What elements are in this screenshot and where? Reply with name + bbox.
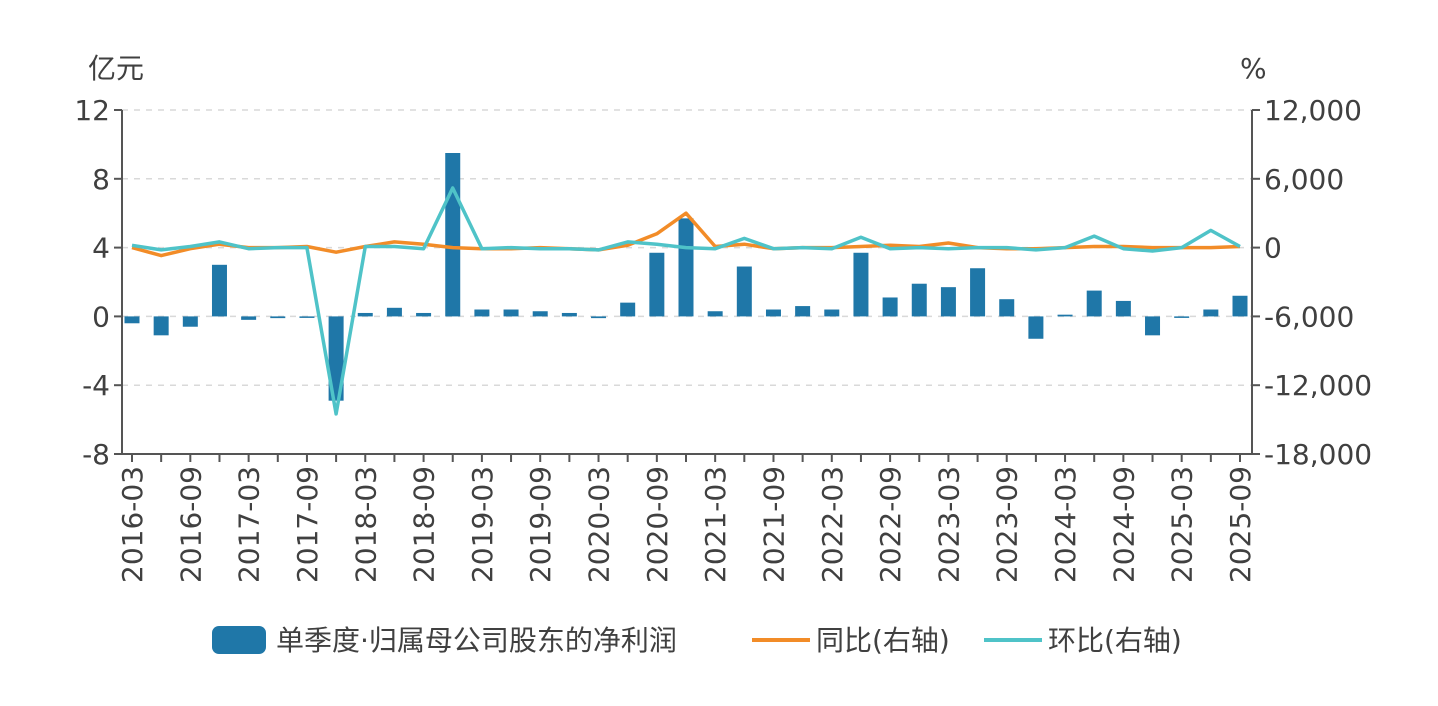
- bar: [532, 311, 548, 317]
- x-tick-label: 2025-09: [1224, 466, 1257, 583]
- bar: [678, 218, 694, 317]
- legend: 单季度·归属母公司股东的净利润 同比(右轴) 环比(右轴): [212, 624, 1182, 657]
- x-tick-label: 2016-09: [174, 466, 207, 583]
- legend-label: 同比(右轴): [816, 624, 950, 657]
- bar: [707, 311, 723, 317]
- x-tick-label: 2020-09: [641, 466, 674, 583]
- bar: [765, 309, 781, 317]
- bar: [211, 264, 227, 317]
- bar: [153, 316, 169, 336]
- bar: [911, 283, 927, 317]
- bar: [328, 316, 344, 401]
- x-tick-label: 2023-09: [991, 466, 1024, 583]
- bar: [1028, 316, 1044, 339]
- bar: [561, 312, 577, 317]
- bar: [1145, 316, 1161, 336]
- right-tick-label: 0: [1264, 232, 1282, 265]
- bar: [357, 312, 373, 317]
- left-axis-ticks: 12 8 4 0 -4 -8: [74, 94, 122, 471]
- line-series: [131, 186, 1241, 416]
- bar: [1232, 295, 1248, 317]
- x-tick-label: 2019-03: [466, 466, 499, 583]
- right-axis-unit: %: [1240, 52, 1267, 85]
- bar: [1203, 309, 1219, 317]
- bar: [970, 268, 986, 317]
- bar: [824, 309, 840, 317]
- x-tick-label: 2025-03: [1166, 466, 1199, 583]
- bar: [1057, 314, 1073, 317]
- x-tick-label: 2020-03: [583, 466, 616, 583]
- x-tick-label: 2024-03: [1049, 466, 1082, 583]
- x-tick-label: 2018-03: [349, 466, 382, 583]
- bar: [795, 306, 811, 317]
- bar: [445, 153, 461, 317]
- x-tick-label: 2021-09: [757, 466, 790, 583]
- bar: [416, 312, 432, 317]
- x-tick-label: 2023-03: [932, 466, 965, 583]
- right-tick-label: -6,000: [1264, 300, 1354, 333]
- bar: [270, 316, 286, 319]
- left-tick-label: 8: [92, 163, 110, 196]
- left-tick-label: 0: [92, 300, 110, 333]
- bar-series: [124, 153, 1248, 401]
- bar: [649, 252, 665, 317]
- bar: [853, 252, 869, 317]
- bar: [620, 302, 636, 317]
- x-tick-label: 2018-09: [408, 466, 441, 583]
- left-tick-label: 4: [92, 232, 110, 265]
- x-tick-label: 2022-03: [816, 466, 849, 583]
- right-tick-label: 12,000: [1264, 94, 1362, 127]
- left-axis-unit: 亿元: [88, 52, 144, 85]
- bar: [386, 307, 402, 317]
- x-axis-ticks: 2016-03 2016-09 2017-03 2017-09 2018-03 2018-…: [116, 454, 1257, 583]
- right-tick-label: 6,000: [1264, 163, 1344, 196]
- legend-swatch-bar: [212, 626, 266, 654]
- bar: [940, 287, 956, 317]
- legend-label: 环比(右轴): [1048, 624, 1182, 657]
- bar: [474, 309, 490, 317]
- x-tick-label: 2017-09: [291, 466, 324, 583]
- bar: [999, 299, 1015, 317]
- bar: [1086, 290, 1102, 317]
- right-axis-ticks: 12,000 6,000 0 -6,000 -12,000 -18,000: [1252, 94, 1372, 471]
- x-tick-label: 2016-03: [116, 466, 149, 583]
- series-line: [131, 186, 1241, 416]
- x-tick-label: 2024-09: [1107, 466, 1140, 583]
- legend-label: 单季度·归属母公司股东的净利润: [276, 624, 677, 657]
- x-tick-label: 2022-09: [874, 466, 907, 583]
- bar: [736, 266, 752, 317]
- bar: [882, 297, 898, 317]
- bar: [241, 316, 257, 320]
- left-tick-label: 12: [74, 94, 110, 127]
- bar: [1115, 300, 1131, 317]
- bar: [1174, 316, 1190, 318]
- right-tick-label: -12,000: [1264, 369, 1372, 402]
- bar: [503, 309, 519, 317]
- left-tick-label: -4: [82, 369, 110, 402]
- left-tick-label: -8: [82, 438, 110, 471]
- x-tick-label: 2017-03: [233, 466, 266, 583]
- bar: [124, 316, 140, 324]
- bar: [299, 316, 315, 318]
- right-tick-label: -18,000: [1264, 438, 1372, 471]
- x-tick-label: 2021-03: [699, 466, 732, 583]
- x-tick-label: 2019-09: [524, 466, 557, 583]
- bar: [182, 316, 198, 327]
- bar: [591, 316, 607, 319]
